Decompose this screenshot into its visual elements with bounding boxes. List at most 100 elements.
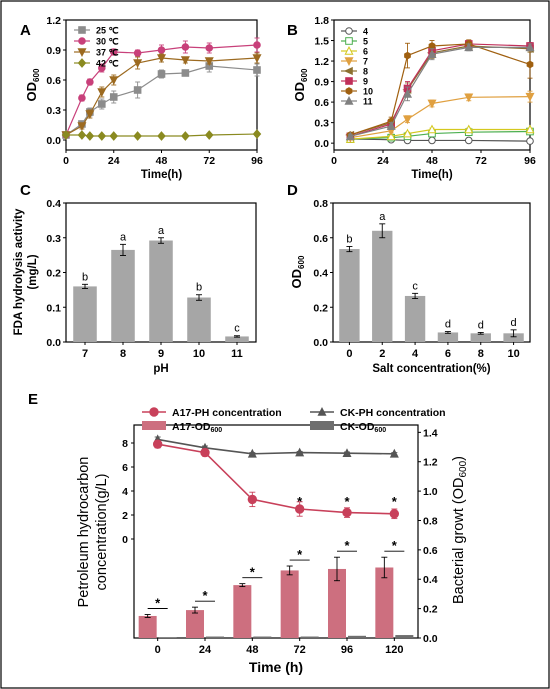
legend-marker bbox=[344, 57, 354, 66]
data-point bbox=[133, 49, 142, 57]
legend-label: 8 bbox=[363, 67, 368, 77]
panel-a: 0.0 0.3 0.6 0.9 1.2 0 24 48 72 96 Time(h) 25 ℃30 ℃3… bbox=[46, 15, 263, 181]
x-tick-label: 10 bbox=[193, 348, 205, 360]
right-y-tick-label: 0.2 bbox=[423, 604, 438, 616]
bar-ck-od600 bbox=[300, 636, 319, 638]
significance-star: * bbox=[297, 547, 303, 562]
y-tick-label: 0.2 bbox=[313, 302, 328, 314]
significance-star: * bbox=[392, 538, 398, 553]
y-tick-label: 0.9 bbox=[46, 45, 61, 57]
left-y-tick-label: 0 bbox=[122, 534, 128, 546]
right-y-tick-label: 0.4 bbox=[423, 574, 438, 586]
legend-marker bbox=[344, 46, 354, 55]
data-point bbox=[98, 100, 106, 108]
data-point bbox=[526, 137, 534, 145]
legend-label-main: A17-OD bbox=[172, 421, 211, 433]
right-y-tick-label: 0.8 bbox=[423, 515, 438, 527]
data-point bbox=[200, 447, 210, 458]
x-tick-label: 72 bbox=[294, 644, 306, 656]
panel-label-C: C bbox=[20, 182, 31, 199]
data-point bbox=[85, 131, 95, 141]
legend-label-sub: 600 bbox=[374, 427, 386, 434]
bar-11 bbox=[225, 336, 249, 342]
x-tick-label: 6 bbox=[445, 348, 451, 360]
data-point bbox=[402, 115, 413, 125]
series-line-42 bbox=[66, 133, 258, 137]
significance-letter: b bbox=[82, 271, 88, 283]
bar-4 bbox=[404, 295, 426, 342]
left-y-tick-label: 2 bbox=[122, 510, 128, 522]
bar-ck-od600 bbox=[253, 636, 272, 638]
data-point bbox=[152, 439, 163, 449]
y-tick-label: 1.8 bbox=[314, 15, 329, 27]
y-tick-label: 0.3 bbox=[46, 233, 61, 245]
data-point bbox=[97, 88, 107, 97]
bar-ck-od600 bbox=[206, 636, 224, 638]
data-point bbox=[109, 131, 119, 141]
data-point bbox=[526, 60, 534, 69]
y-tick-label: 0.0 bbox=[46, 337, 61, 349]
series-line-4 bbox=[350, 138, 531, 142]
bar-a17-od600 bbox=[280, 570, 299, 638]
data-point bbox=[157, 131, 166, 141]
legend-swatch bbox=[142, 421, 166, 430]
series-line-7 bbox=[350, 96, 531, 139]
legend-label: A17-OD600 bbox=[172, 421, 222, 434]
data-point bbox=[427, 99, 437, 109]
x-axis-title: Time (h) bbox=[249, 659, 303, 675]
x-tick-label: 8 bbox=[478, 348, 484, 360]
data-point bbox=[389, 448, 399, 458]
data-point bbox=[77, 130, 87, 140]
x-tick-label: 96 bbox=[251, 155, 263, 167]
data-point bbox=[77, 122, 87, 131]
data-point bbox=[525, 124, 535, 134]
bar-6 bbox=[437, 332, 459, 342]
x-tick-label: 48 bbox=[426, 155, 438, 167]
series-line-6 bbox=[350, 128, 530, 140]
y-tick-label: 0.0 bbox=[314, 138, 329, 150]
legend-marker bbox=[343, 66, 353, 76]
series-line-a17 bbox=[157, 443, 395, 515]
plot-frame bbox=[65, 19, 258, 151]
significance-letter: d bbox=[478, 319, 484, 331]
legend-marker bbox=[149, 407, 159, 417]
data-point bbox=[247, 494, 258, 505]
data-point bbox=[389, 509, 400, 519]
significance-star-top: * bbox=[392, 494, 398, 509]
significance-letter: d bbox=[511, 317, 517, 329]
data-point bbox=[109, 93, 118, 101]
y-tick-label: 0.4 bbox=[313, 268, 328, 280]
x-tick-label: 0 bbox=[331, 155, 337, 167]
data-point bbox=[404, 51, 411, 60]
x-axis-title: Salt concentration(%) bbox=[372, 363, 490, 375]
y-axis-title-C-line: FDA hydrolysis activity bbox=[13, 208, 25, 335]
panel-d: 0.0 0.2 0.4 0.6 0.8 0 b 2 a 4 c 6 d 8 d 10 d Salt concent… bbox=[313, 198, 531, 375]
data-point bbox=[428, 136, 436, 145]
significance-star: * bbox=[155, 595, 161, 610]
bar-ck-od600 bbox=[395, 635, 414, 638]
legend-marker bbox=[78, 26, 86, 34]
legend-marker bbox=[345, 87, 353, 95]
y-tick-label: 1.2 bbox=[314, 56, 329, 68]
data-point bbox=[97, 131, 107, 141]
x-tick-label: 96 bbox=[524, 155, 536, 167]
x-tick-label: 24 bbox=[199, 644, 212, 656]
legend-label: 6 bbox=[363, 47, 368, 57]
x-tick-label: 48 bbox=[156, 155, 168, 167]
y-tick-label: 1.5 bbox=[314, 36, 329, 48]
y-tick-label: 0.9 bbox=[314, 77, 329, 89]
y-tick-label: 0.0 bbox=[46, 135, 61, 147]
data-point bbox=[86, 78, 94, 86]
x-tick-label: 48 bbox=[246, 644, 258, 656]
significance-letter: a bbox=[120, 231, 127, 243]
significance-letter: a bbox=[379, 211, 386, 223]
data-point bbox=[61, 130, 71, 140]
panel-label-A: A bbox=[20, 22, 31, 39]
legend-marker bbox=[344, 96, 354, 105]
x-axis-title: Time(h) bbox=[141, 169, 182, 181]
series-line-30 bbox=[65, 44, 258, 136]
bar-a17-od600 bbox=[233, 585, 252, 638]
bar-a17-od600 bbox=[186, 610, 204, 638]
